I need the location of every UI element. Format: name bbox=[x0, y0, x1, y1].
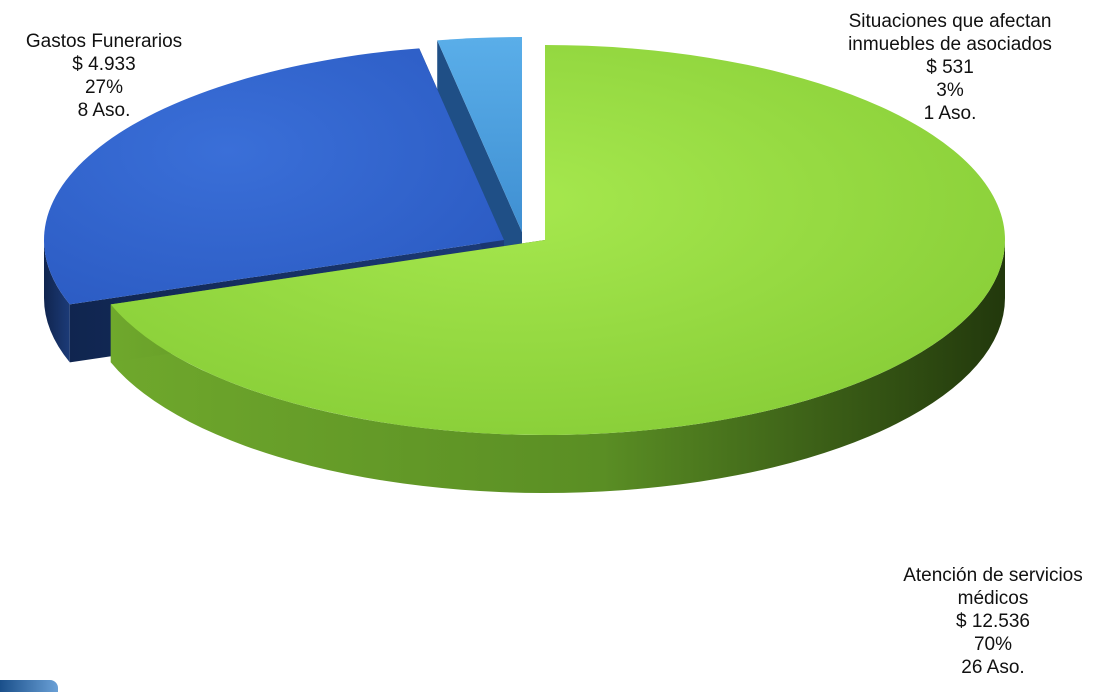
slice-label-line: médicos bbox=[957, 588, 1029, 609]
slice-members: 1 Aso. bbox=[923, 103, 977, 124]
slice-amount: $ 531 bbox=[926, 57, 974, 78]
slice-label-situaciones-inmuebles: Situaciones que afectan inmuebles de aso… bbox=[800, 10, 1100, 125]
slice-members: 8 Aso. bbox=[77, 100, 131, 121]
decorative-corner-accent bbox=[0, 680, 58, 692]
pie-slice-wall bbox=[437, 40, 522, 290]
slice-label-line: Situaciones que afectan bbox=[848, 11, 1052, 32]
pie-slice-0 bbox=[110, 45, 1005, 494]
slice-label-gastos-funerarios: Gastos Funerarios $ 4.933 27% 8 Aso. bbox=[0, 30, 210, 122]
slice-label-line: Gastos Funerarios bbox=[25, 31, 183, 52]
slice-members: 26 Aso. bbox=[961, 657, 1025, 678]
slice-amount: $ 12.536 bbox=[956, 611, 1030, 632]
slice-percent: 3% bbox=[936, 80, 964, 101]
pie-slice-side bbox=[110, 240, 1005, 494]
slice-label-atencion-servicios-medicos: Atención de servicios médicos $ 12.536 7… bbox=[858, 564, 1115, 679]
slice-amount: $ 4.933 bbox=[72, 54, 136, 75]
pie-slice-top bbox=[437, 37, 522, 232]
pie-slice-top bbox=[44, 48, 505, 305]
slice-label-line: inmuebles de asociados bbox=[848, 34, 1052, 55]
slice-percent: 70% bbox=[973, 634, 1013, 655]
pie-slice-side bbox=[44, 240, 70, 363]
pie-slice-top bbox=[110, 45, 1005, 436]
slice-percent: 27% bbox=[84, 77, 124, 98]
pie-slice-2 bbox=[437, 37, 522, 290]
slice-label-line: Atención de servicios bbox=[903, 565, 1083, 586]
